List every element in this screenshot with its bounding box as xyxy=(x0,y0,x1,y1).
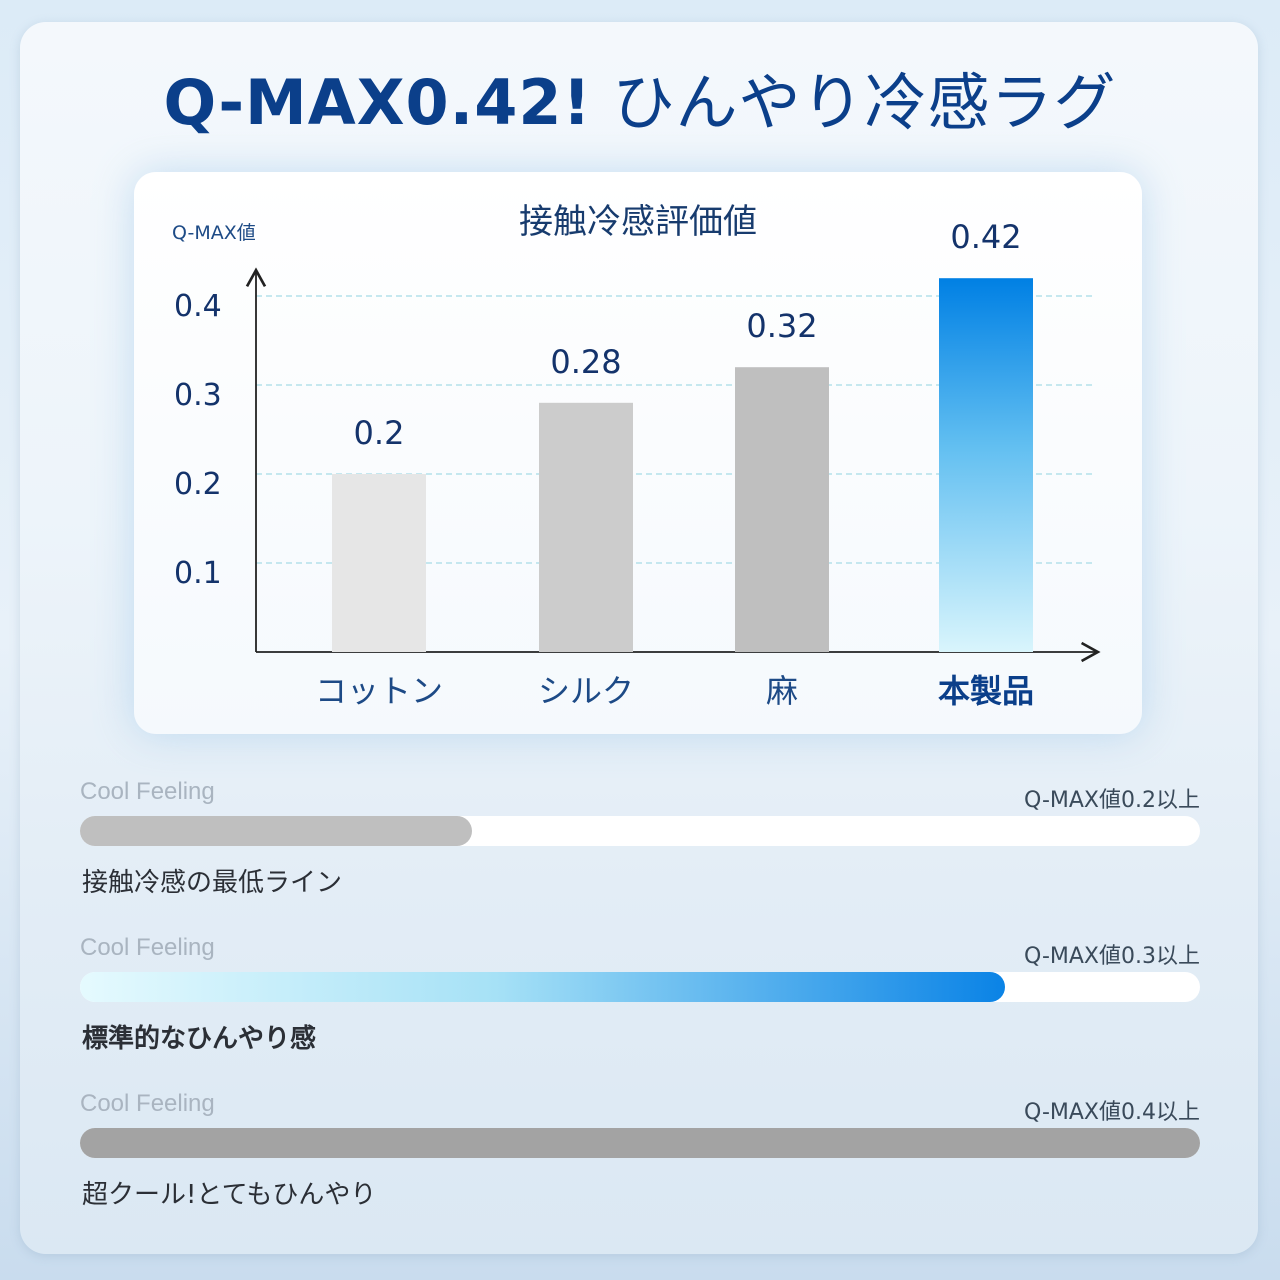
x-tick-label: 本製品 xyxy=(938,672,1034,710)
x-tick-label: 麻 xyxy=(766,672,798,710)
bar xyxy=(332,474,426,652)
chart-title: 接触冷感評価値 xyxy=(519,202,757,242)
bar xyxy=(735,367,829,652)
cool-feeling-label: Cool Feeling xyxy=(80,1090,215,1117)
page-title-rest: ひんやり冷感ラグ xyxy=(591,66,1117,139)
level-fill xyxy=(80,972,1006,1002)
y-tick-label: 0.4 xyxy=(174,289,222,324)
level-description: 標準的なひんやり感 xyxy=(82,1024,317,1054)
cool-levels: Cool Feeling Q-MAX値0.2以上 接触冷感の最低ライン Cool… xyxy=(80,776,1200,1244)
chart-panel: 接触冷感評価値 Q-MAX値 0.1 0.2 0.3 0.4 0.2 コットン 0.28 シル… xyxy=(134,172,1142,734)
level-fill xyxy=(80,1128,1200,1158)
data-label: 0.42 xyxy=(950,218,1021,256)
cool-feeling-label: Cool Feeling xyxy=(80,934,215,961)
y-tick-label: 0.2 xyxy=(174,467,222,502)
level-description: 接触冷感の最低ライン xyxy=(82,868,343,898)
y-tick-label: 0.1 xyxy=(174,556,222,591)
level-row: Cool Feeling Q-MAX値0.4以上 超クール!とてもひんやり xyxy=(80,1088,1200,1244)
threshold-label: Q-MAX値0.3以上 xyxy=(1024,944,1200,969)
data-label: 0.2 xyxy=(354,414,405,452)
threshold-label: Q-MAX値0.2以上 xyxy=(1024,788,1200,813)
bar-chart: 0.1 0.2 0.3 0.4 0.2 コットン 0.28 シルク 0.32 麻 0.42 本製品 xyxy=(174,218,1101,710)
level-track xyxy=(80,816,1200,846)
bar xyxy=(939,278,1033,652)
x-tick-label: シルク xyxy=(538,672,634,710)
level-fill xyxy=(80,816,472,846)
page-title-strong: Q-MAX0.42! xyxy=(163,66,592,139)
data-label: 0.32 xyxy=(746,307,817,345)
level-track xyxy=(80,972,1200,1002)
y-axis-label: Q-MAX値 xyxy=(172,222,256,244)
level-row: Cool Feeling Q-MAX値0.3以上 標準的なひんやり感 xyxy=(80,932,1200,1088)
cool-feeling-label: Cool Feeling xyxy=(80,778,215,805)
bar xyxy=(539,402,633,652)
level-row: Cool Feeling Q-MAX値0.2以上 接触冷感の最低ライン xyxy=(80,776,1200,932)
y-tick-label: 0.3 xyxy=(174,378,222,413)
level-description: 超クール!とてもひんやり xyxy=(82,1180,377,1210)
data-label: 0.28 xyxy=(550,343,621,381)
threshold-label: Q-MAX値0.4以上 xyxy=(1024,1100,1200,1125)
level-track xyxy=(80,1128,1200,1158)
page-title: Q-MAX0.42! ひんやり冷感ラグ xyxy=(0,52,1280,142)
x-tick-label: コットン xyxy=(315,672,443,710)
